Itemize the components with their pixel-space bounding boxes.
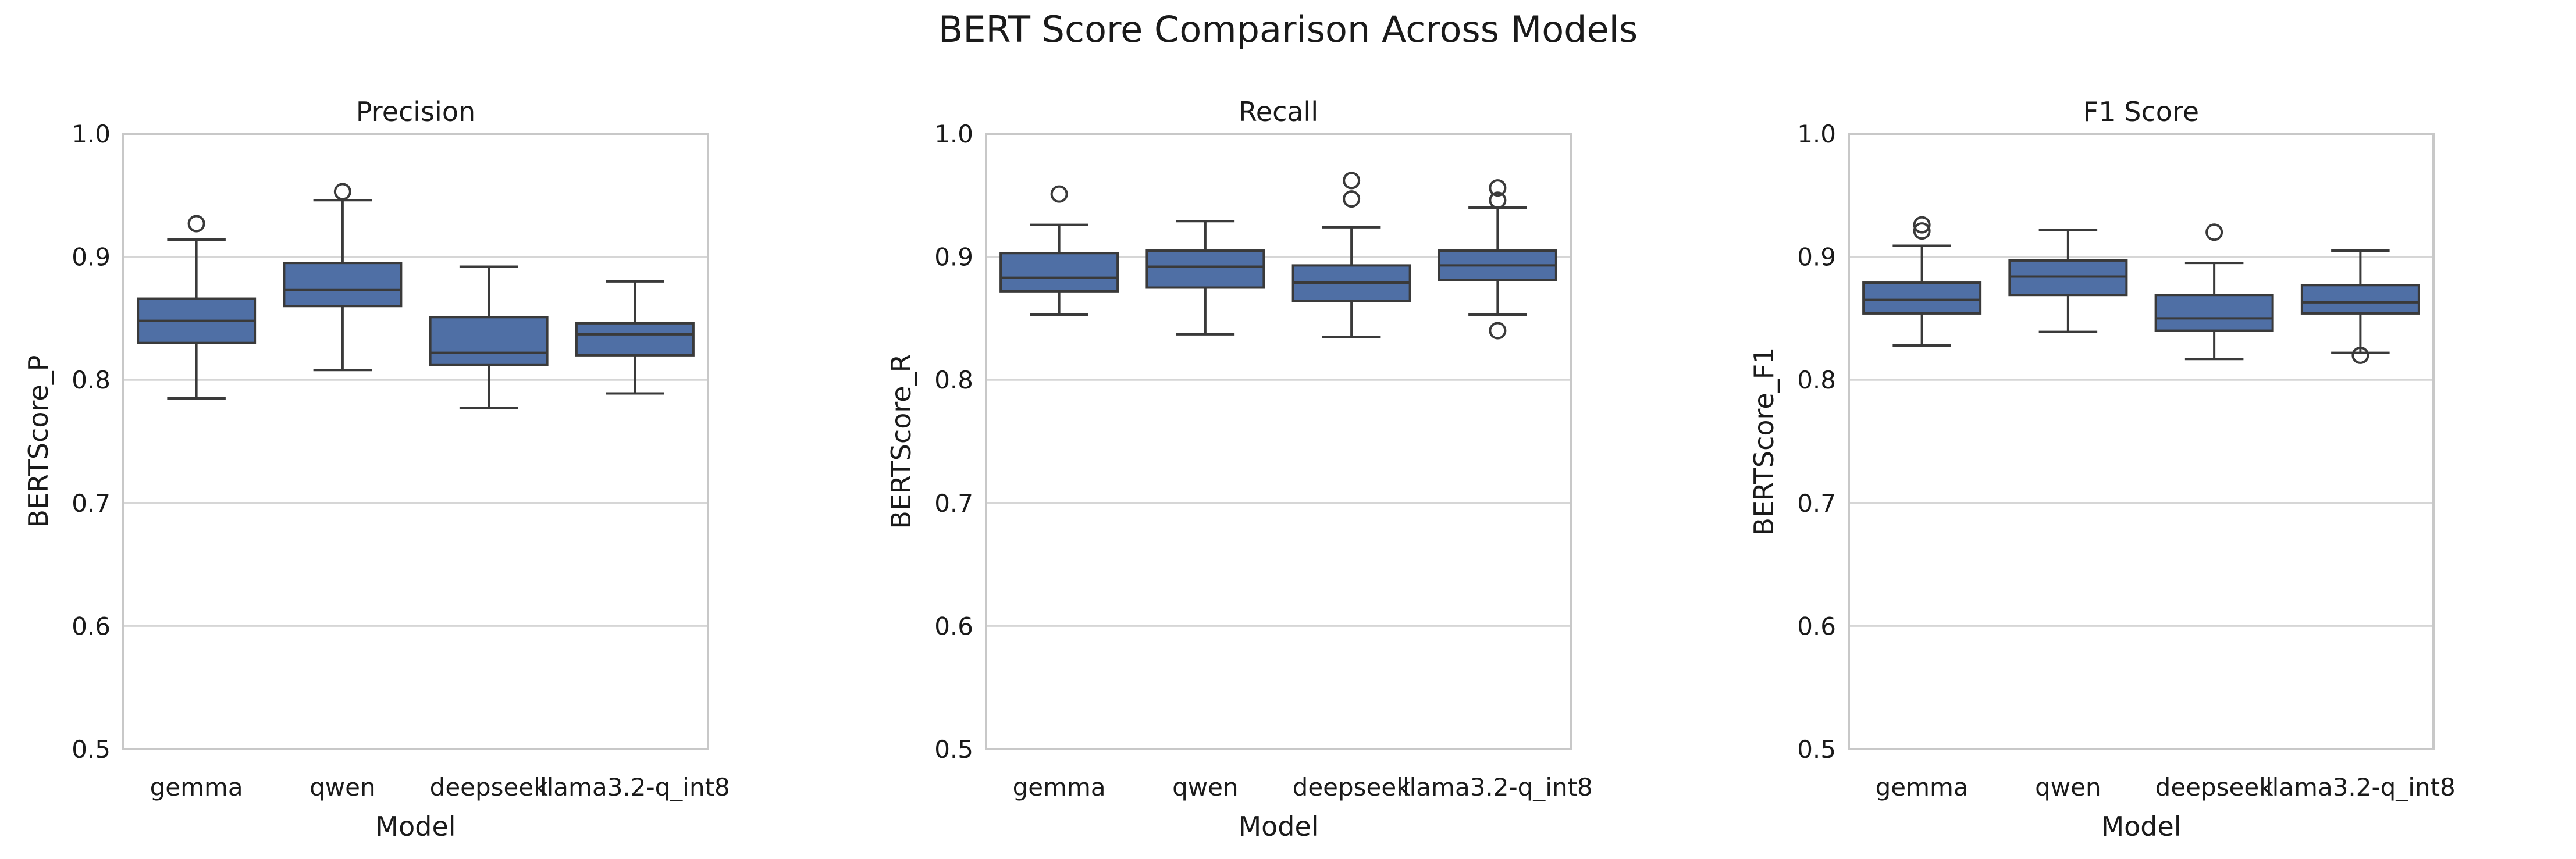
iqr-box xyxy=(1862,281,1982,315)
x-axis-label: Model xyxy=(375,811,456,842)
outlier-point xyxy=(1489,322,1507,340)
iqr-box xyxy=(575,322,695,357)
outlier-point xyxy=(1913,222,1931,240)
y-tick-label: 0.9 xyxy=(934,243,973,272)
y-tick-label: 0.6 xyxy=(1797,612,1836,640)
box-gemma xyxy=(1862,216,1982,347)
x-tick-label: qwen xyxy=(1172,773,1238,801)
x-tick-label: deepseek xyxy=(430,773,549,801)
x-tick-label: gemma xyxy=(1876,773,1969,801)
y-tick-label: 0.6 xyxy=(72,612,111,640)
outlier-point xyxy=(1913,216,1931,234)
subplots: 0.5 0.6 0.7 0.8 0.9 1.0 Precision Model BERTScor… xyxy=(23,96,2456,842)
y-tick-label: 0.5 xyxy=(1797,735,1836,764)
outlier-point xyxy=(1489,191,1507,209)
y-tick-label: 1.0 xyxy=(72,120,111,148)
y-tick-label: 0.7 xyxy=(934,489,973,518)
y-tick-label: 0.8 xyxy=(934,366,973,394)
iqr-box xyxy=(999,252,1119,293)
x-tick-label: gemma xyxy=(150,773,243,801)
outlier-point xyxy=(187,215,205,233)
subplot-f1-score: 0.5 0.6 0.7 0.8 0.9 1.0 F1 Score Model BERTScore… xyxy=(1748,96,2456,842)
x-tick-label: llama3.2-q_int8 xyxy=(540,773,730,801)
iqr-box xyxy=(1145,249,1265,289)
box-llama3.2-q_int8 xyxy=(2300,249,2420,364)
outlier-point xyxy=(2205,223,2223,241)
outlier-point xyxy=(1343,172,1361,190)
iqr-box xyxy=(2008,259,2128,297)
x-axis-label: Model xyxy=(2101,811,2181,842)
iqr-box xyxy=(429,316,549,366)
iqr-box xyxy=(2300,284,2420,315)
subplot-title: Recall xyxy=(1239,96,1318,127)
box-qwen xyxy=(283,183,403,372)
x-axis-label: Model xyxy=(1238,811,1318,842)
y-tick-label: 0.5 xyxy=(934,735,973,764)
y-tick-label: 1.0 xyxy=(934,120,973,148)
x-tick-label: gemma xyxy=(1013,773,1106,801)
subplot-recall: 0.5 0.6 0.7 0.8 0.9 1.0 Recall Model BERTScore_R… xyxy=(885,96,1593,842)
iqr-box xyxy=(283,262,403,308)
box-qwen xyxy=(1145,220,1265,336)
x-tick-label: deepseek xyxy=(1293,773,1411,801)
box-llama3.2-q_int8 xyxy=(575,280,695,395)
y-axis-label: BERTScore_P xyxy=(23,355,54,528)
axes-frame xyxy=(1848,133,2435,750)
x-tick-label: qwen xyxy=(309,773,375,801)
x-tick-label: llama3.2-q_int8 xyxy=(1403,773,1593,801)
box-deepseek xyxy=(1291,172,1411,338)
outlier-point xyxy=(1343,190,1361,208)
y-tick-label: 0.9 xyxy=(72,243,111,272)
subplot-title: Precision xyxy=(356,96,475,127)
figure-title: BERT Score Comparison Across Models xyxy=(938,8,1638,51)
x-tick-label: qwen xyxy=(2035,773,2101,801)
box-deepseek xyxy=(2154,223,2274,361)
y-tick-label: 0.5 xyxy=(72,735,111,764)
outlier-point xyxy=(1050,185,1068,203)
iqr-box xyxy=(2154,294,2274,332)
y-tick-label: 0.8 xyxy=(1797,366,1836,394)
box-deepseek xyxy=(429,265,549,409)
y-tick-label: 0.9 xyxy=(1797,243,1836,272)
box-qwen xyxy=(2008,229,2128,333)
x-tick-label: deepseek xyxy=(2155,773,2274,801)
outlier-point xyxy=(333,183,351,201)
y-tick-label: 0.7 xyxy=(72,489,111,518)
outlier-point xyxy=(2351,346,2369,364)
y-tick-label: 1.0 xyxy=(1797,120,1836,148)
y-tick-label: 0.8 xyxy=(72,366,111,394)
box-llama3.2-q_int8 xyxy=(1438,179,1557,340)
outlier-point xyxy=(1489,179,1507,197)
y-axis-label: BERTScore_R xyxy=(885,354,917,529)
y-tick-label: 0.6 xyxy=(934,612,973,640)
y-tick-label: 0.7 xyxy=(1797,489,1836,518)
subplot-precision: 0.5 0.6 0.7 0.8 0.9 1.0 Precision Model BERTScor… xyxy=(23,96,730,842)
box-gemma xyxy=(137,215,257,400)
box-gemma xyxy=(999,185,1119,316)
subplot-title: F1 Score xyxy=(2083,96,2199,127)
y-axis-label: BERTScore_F1 xyxy=(1748,347,1780,536)
x-tick-label: llama3.2-q_int8 xyxy=(2265,773,2456,801)
axes-frame xyxy=(122,133,709,750)
axes-frame xyxy=(985,133,1572,750)
